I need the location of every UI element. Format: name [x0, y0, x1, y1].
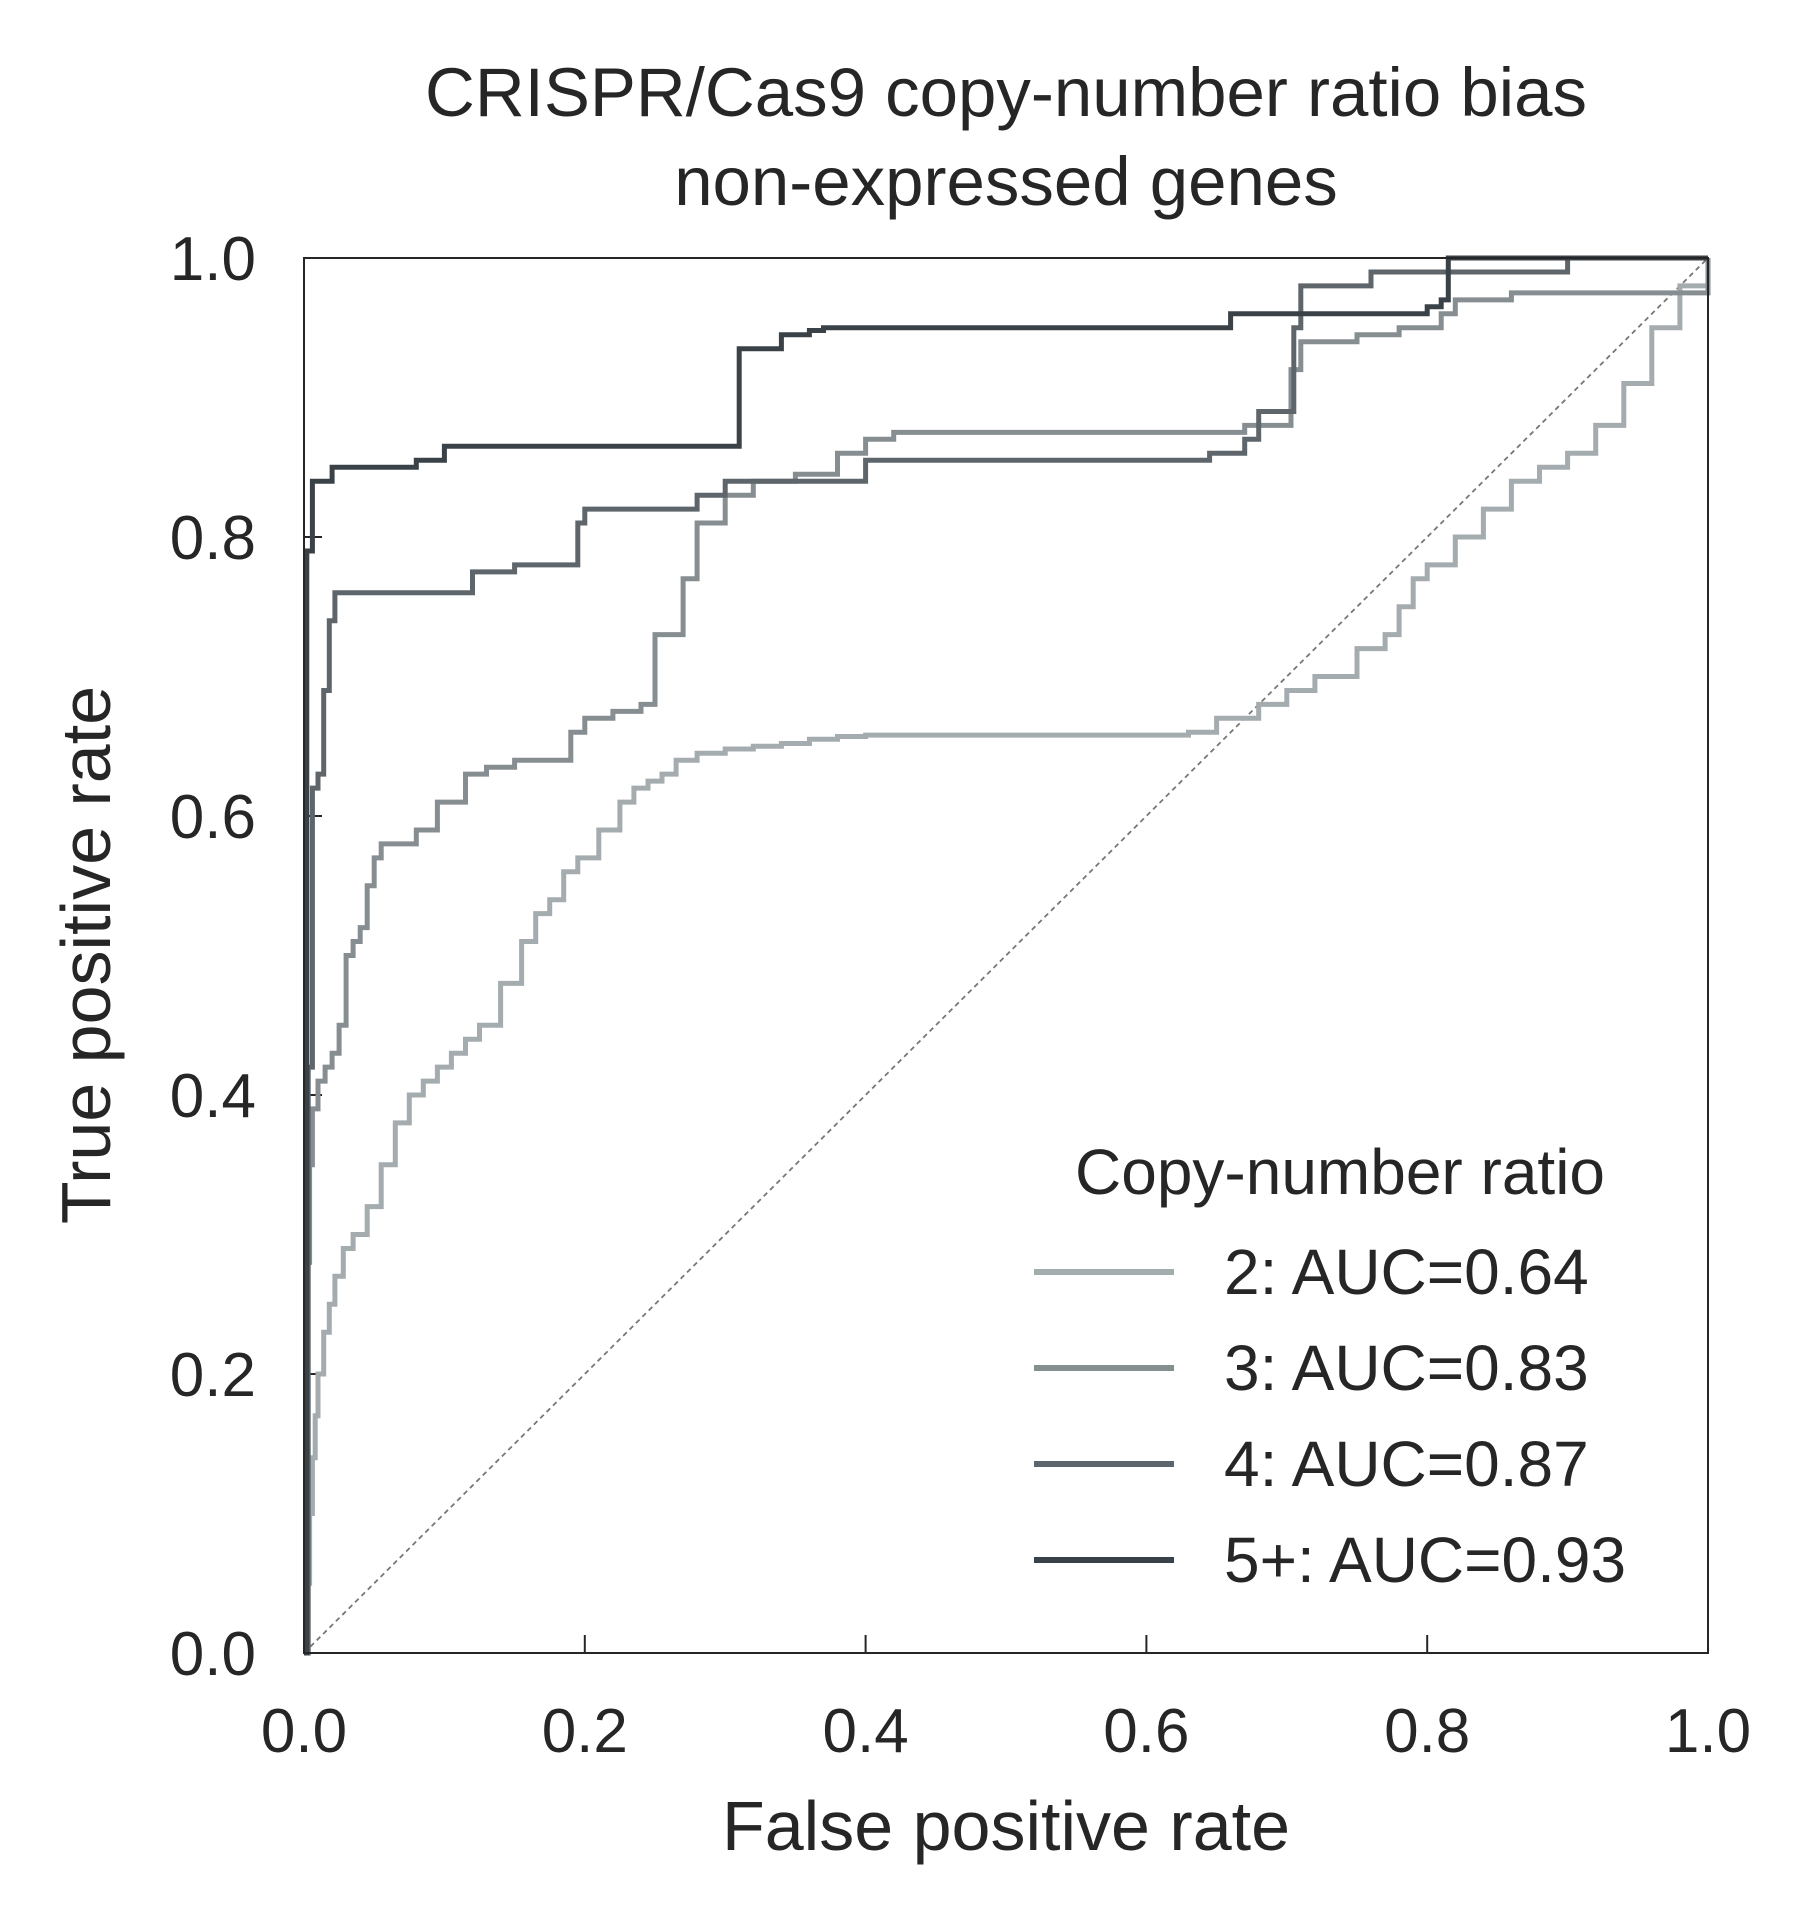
chart-title-line-2: non-expressed genes: [674, 143, 1338, 220]
legend-label-1: 2: AUC=0.64: [1224, 1236, 1589, 1308]
legend-label-2: 3: AUC=0.83: [1224, 1332, 1589, 1404]
series-line-2: [304, 258, 1711, 1656]
series-lines: [304, 255, 1711, 1656]
legend-title: Copy-number ratio: [1075, 1136, 1605, 1208]
y-axis-label: True positive rate: [47, 686, 125, 1224]
x-tick-label: 1.0: [1665, 1697, 1751, 1766]
plot-frame: [303, 257, 1709, 1654]
legend-items: 2: AUC=0.64 3: AUC=0.83 4: AUC=0.87 5+: AUC…: [1034, 1236, 1626, 1596]
x-axis-label: False positive rate: [722, 1787, 1290, 1865]
x-tick-label: 0.6: [1103, 1697, 1189, 1766]
y-tick-labels: 0.0 0.2 0.4 0.6 0.8 1.0: [170, 225, 256, 1689]
y-tick-label: 1.0: [170, 225, 256, 294]
x-tick-label: 0.2: [542, 1697, 628, 1766]
x-tick-label: 0.8: [1384, 1697, 1470, 1766]
legend: Copy-number ratio 2: AUC=0.64 3: AUC=0.83…: [1034, 1136, 1626, 1596]
y-tick-label: 0.6: [170, 783, 256, 852]
y-tick-label: 0.4: [170, 1062, 256, 1131]
y-tick-label: 0.2: [170, 1341, 256, 1410]
legend-label-3: 4: AUC=0.87: [1224, 1428, 1589, 1500]
diagonal-reference-line: [303, 257, 1709, 1654]
y-tick-label: 0.8: [170, 504, 256, 573]
legend-label-4: 5+: AUC=0.93: [1224, 1524, 1626, 1596]
y-tick-label: 0.0: [170, 1620, 256, 1689]
x-tick-label: 0.4: [822, 1697, 908, 1766]
diagonal-reference-group: [303, 257, 1709, 1654]
x-tick-labels: 0.0 0.2 0.4 0.6 0.8 1.0: [261, 1697, 1751, 1766]
x-tick-label: 0.0: [261, 1697, 347, 1766]
series-line-1: [304, 258, 1711, 1656]
series-line-4: [304, 255, 1708, 1656]
chart-title-line-1: CRISPR/Cas9 copy-number ratio bias: [425, 54, 1587, 131]
